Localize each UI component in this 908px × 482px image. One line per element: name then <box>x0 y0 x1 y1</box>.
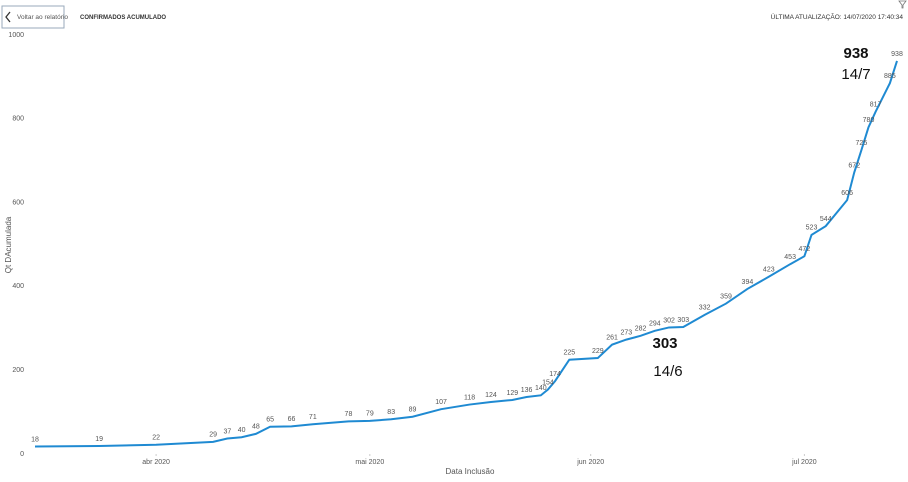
data-label: 472 <box>799 246 811 253</box>
plot: 0 200 400 600 800 1000 abr 2020 mai 2020 jun 202… <box>8 32 903 466</box>
data-label: 40 <box>238 427 246 434</box>
data-label: 89 <box>409 407 417 414</box>
last-update: ÚLTIMA ATUALIZAÇÃO: 14/07/2020 17:40:34 <box>771 12 904 21</box>
y-tick-label: 600 <box>12 199 24 206</box>
data-label: 523 <box>806 225 818 232</box>
data-label: 303 <box>677 317 689 324</box>
data-label: 29 <box>209 432 217 439</box>
data-label: 136 <box>521 387 533 394</box>
data-label: 229 <box>592 348 604 355</box>
y-tick-label: 1000 <box>8 32 24 39</box>
filter-icon[interactable] <box>898 0 907 9</box>
y-tick-label: 400 <box>12 283 24 290</box>
data-label: 282 <box>635 326 647 333</box>
data-label: 118 <box>464 394 475 401</box>
data-label: 65 <box>266 417 274 424</box>
data-label: 817 <box>870 102 882 109</box>
y-axis-label: Qt DAcumulada <box>4 216 13 273</box>
data-label: 606 <box>841 190 853 197</box>
data-label: 37 <box>223 428 231 435</box>
annotation-date: 14/6 <box>653 363 682 380</box>
data-label: 66 <box>288 416 296 423</box>
data-label: 261 <box>606 334 618 341</box>
data-label: 129 <box>506 390 518 397</box>
page-title: CONFIRMADOS ACUMULADO <box>80 15 166 21</box>
data-label: 225 <box>563 350 575 357</box>
data-label: 154 <box>542 379 554 386</box>
data-label: 423 <box>763 267 775 274</box>
annotation-value: 303 <box>652 335 677 352</box>
annotation-date: 14/7 <box>841 66 870 83</box>
data-label: 79 <box>366 411 374 418</box>
data-label: 780 <box>863 117 875 124</box>
data-label: 725 <box>856 140 868 147</box>
data-label: 71 <box>309 414 317 421</box>
data-label: 124 <box>485 392 497 399</box>
x-axis-label: Data Inclusão <box>446 467 495 476</box>
data-label: 18 <box>31 436 39 443</box>
data-label: 453 <box>784 254 796 261</box>
data-label: 294 <box>649 321 661 328</box>
back-label[interactable]: Voltar ao relatório <box>17 14 68 21</box>
data-label: 302 <box>663 317 675 324</box>
data-label: 332 <box>699 305 711 312</box>
data-label: 19 <box>95 436 103 443</box>
data-label: 394 <box>742 279 754 286</box>
data-label: 140 <box>535 385 547 392</box>
annotation-value: 938 <box>843 45 868 62</box>
data-label: 885 <box>884 73 896 80</box>
data-label: 48 <box>252 424 260 431</box>
line <box>34 60 898 448</box>
data-label: 78 <box>345 411 353 418</box>
data-label: 938 <box>891 51 903 58</box>
data-label: 544 <box>820 216 832 223</box>
data-label: 273 <box>620 329 632 336</box>
data-label: 174 <box>549 371 561 378</box>
y-tick-label: 200 <box>12 367 24 374</box>
data-label: 22 <box>152 435 160 442</box>
data-label: 83 <box>387 409 395 416</box>
y-tick-label: 0 <box>20 451 24 458</box>
x-tick-label: mai 2020 <box>355 459 384 466</box>
data-label: 107 <box>435 399 447 406</box>
x-tick-label: jul 2020 <box>791 459 817 466</box>
data-label: 672 <box>848 162 860 169</box>
data-label: 359 <box>720 293 732 300</box>
x-tick-label: abr 2020 <box>142 459 170 466</box>
x-tick-label: jun 2020 <box>576 459 604 466</box>
y-tick-label: 800 <box>12 116 24 123</box>
back-button[interactable]: Voltar ao relatório <box>1 5 68 29</box>
